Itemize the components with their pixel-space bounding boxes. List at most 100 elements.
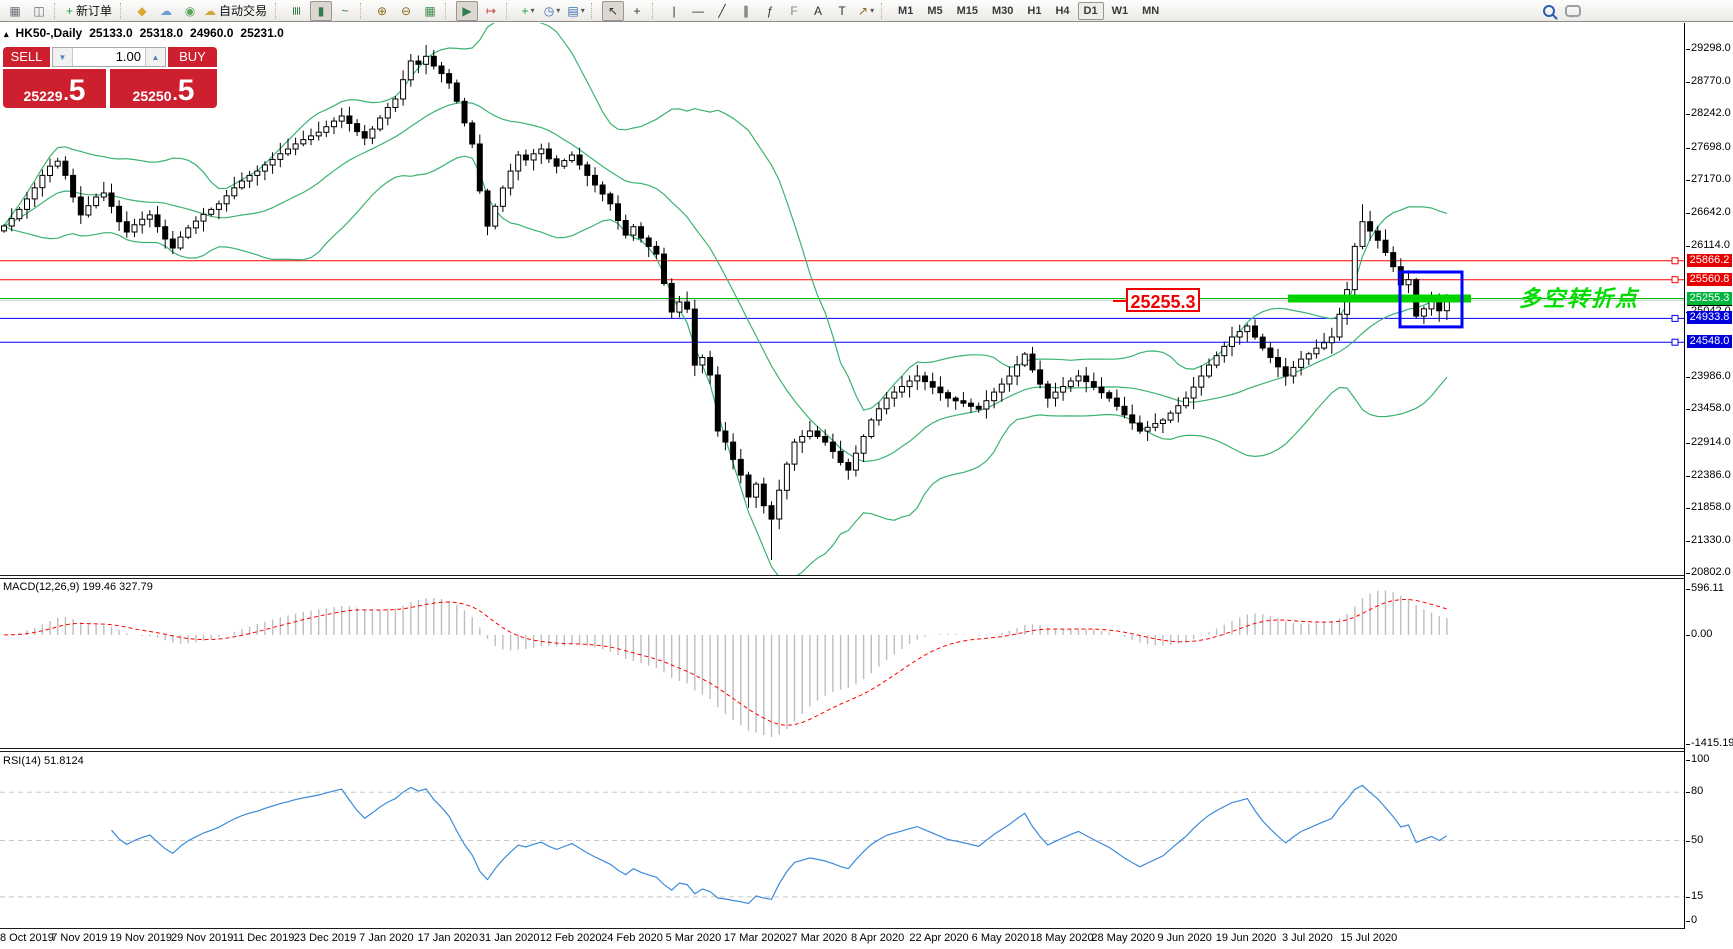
date-tick: 27 Mar 2020 (785, 932, 848, 944)
pane-splitter[interactable] (0, 748, 1733, 752)
cursor-button[interactable]: ↖ (602, 0, 625, 21)
price-tick: 27170.0 (1686, 173, 1731, 186)
signals-button[interactable]: ◉ (179, 1, 201, 21)
new-order-button[interactable]: + 新订单 (65, 1, 116, 21)
chevron-down-icon[interactable]: ▾ (556, 6, 561, 15)
timeframe-m1[interactable]: M1 (898, 4, 914, 17)
fibonacci-button[interactable]: ƒ (759, 1, 781, 21)
zoom-in-button[interactable]: ⊕ (371, 1, 393, 21)
timeframe-w1[interactable]: W1 (1111, 4, 1129, 17)
collapse-panel-icon[interactable]: ▴ (4, 29, 9, 39)
timeframe-d1[interactable]: D1 (1077, 1, 1104, 20)
bar-chart-button[interactable]: ≣ (286, 1, 308, 21)
auto-scroll-button[interactable]: ▶ (456, 0, 479, 21)
auto-scroll-icon: ▶ (462, 3, 472, 18)
navigator-button[interactable]: ◫ (28, 1, 50, 21)
symbol-period: HK50-,Daily (15, 26, 83, 40)
text-button[interactable]: A (807, 1, 829, 21)
rsi-tick: 100 (1685, 753, 1710, 765)
indicators-button[interactable]: + ▾ (517, 1, 539, 21)
line-chart-button[interactable]: ~ (334, 1, 356, 21)
toolbar-separator (652, 2, 659, 19)
text-icon: A (814, 3, 823, 18)
search-button[interactable] (1538, 1, 1560, 21)
candlestick-chart-button[interactable]: ▮ (310, 0, 333, 21)
line-chart-icon: ~ (341, 3, 349, 18)
price-tick: 21330.0 (1686, 533, 1731, 546)
date-axis[interactable]: 8 Oct 2019 7 Nov 2019 19 Nov 2019 29 Nov 20… (0, 929, 1733, 949)
periods-button[interactable]: ◷ ▾ (541, 1, 563, 21)
date-tick: 17 Mar 2020 (723, 932, 786, 944)
sell-button[interactable]: SELL (3, 47, 50, 67)
date-tick: 19 Nov 2019 (109, 932, 172, 944)
templates-icon: ▤ (567, 3, 579, 18)
market-watch-button[interactable]: ▦ (4, 1, 26, 21)
date-tick: 9 Jun 2020 (1157, 932, 1212, 944)
candlestick-chart-icon: ▮ (317, 3, 325, 18)
main-toolbar: ▦ ◫ + 新订单 ◆ ☁ ◉ ☁ 自动交易 ≣ ▮ ~ ⊕ ⊖ ▦ ▶ ↦ + ▾ ◷ ▾ ▤ ▾ ↖ + | — ╱ ∥ ƒ F A T ↗ ▾… (0, 0, 1733, 22)
date-tick: 7 Jan 2020 (359, 932, 414, 944)
price-line-label: 25560.8 (1687, 272, 1732, 286)
periods-icon: ◷ (543, 3, 555, 18)
price-line-label: 24548.0 (1687, 335, 1732, 349)
macd-tick: 596.11 (1686, 582, 1724, 594)
date-tick: 15 Jul 2020 (1340, 932, 1398, 944)
horizontal-line-button[interactable]: — (687, 1, 709, 21)
volume-value[interactable]: 1.00 (115, 49, 141, 64)
channel-button[interactable]: ∥ (735, 1, 757, 21)
chat-button[interactable] (1562, 1, 1584, 21)
timeframe-mn[interactable]: MN (1142, 4, 1160, 17)
volume-increase-button[interactable]: ▲ (145, 48, 165, 66)
horizontal-line-icon: — (692, 3, 705, 18)
price-chart-pane[interactable] (0, 23, 1684, 575)
rsi-pane[interactable] (0, 752, 1684, 928)
chevron-down-icon[interactable]: ▾ (870, 6, 875, 15)
text-label-button[interactable]: T (831, 1, 853, 21)
tile-windows-button[interactable]: ▦ (419, 1, 441, 21)
macd-pane[interactable] (0, 579, 1684, 748)
macd-indicator-label: MACD(12,26,9) 199.46 327.79 (3, 581, 153, 593)
metaeditor-button[interactable]: ◆ (131, 1, 153, 21)
new-order-icon: + (66, 3, 74, 18)
sell-price[interactable]: 25229. 5 (3, 69, 106, 108)
toolbar-separator (506, 2, 513, 19)
autotrading-icon: ☁ (204, 3, 217, 18)
buy-price[interactable]: 25250. 5 (110, 69, 217, 108)
toolbar-separator (591, 2, 598, 19)
pane-splitter[interactable] (0, 575, 1733, 579)
toolbar-separator (120, 2, 127, 19)
ohlc-low: 24960.0 (190, 26, 234, 40)
buy-price-main: 25250 (132, 88, 172, 104)
trendline-button[interactable]: ╱ (711, 1, 733, 21)
autotrading-button[interactable]: ☁ 自动交易 (203, 1, 271, 21)
timeframe-toolbar: M1 M5 M15 M30 H1 H4 D1 W1 MN (891, 0, 1166, 22)
price-tick: 23458.0 (1686, 402, 1731, 415)
crosshair-button[interactable]: + (626, 1, 648, 21)
timeframe-m5[interactable]: M5 (927, 4, 943, 17)
date-tick: 31 Jan 2020 (478, 932, 540, 944)
timeframe-h4[interactable]: H4 (1055, 4, 1070, 17)
ohlc-high: 25318.0 (139, 26, 184, 40)
timeframe-m30[interactable]: M30 (992, 4, 1014, 17)
cursor-icon: ↖ (608, 3, 619, 18)
timeframe-m15[interactable]: M15 (956, 4, 979, 17)
timeframe-h1[interactable]: H1 (1027, 4, 1042, 17)
buy-button[interactable]: BUY (168, 47, 217, 67)
chevron-down-icon[interactable]: ▾ (580, 6, 585, 15)
price-axis[interactable]: 29298.0 28770.0 28242.0 27698.0 27170.0 26642… (1684, 23, 1733, 929)
vertical-line-button[interactable]: | (663, 1, 685, 21)
trendline-icon: ╱ (718, 3, 726, 18)
templates-button[interactable]: ▤ ▾ (565, 1, 587, 21)
chart-shift-button[interactable]: ↦ (480, 1, 502, 21)
chevron-down-icon[interactable]: ▾ (530, 6, 535, 15)
toolbar-separator (54, 2, 61, 19)
price-line-label: 25866.2 (1687, 253, 1732, 267)
zoom-out-icon: ⊖ (401, 3, 412, 18)
fibo-grid-button[interactable]: F (783, 1, 805, 21)
zoom-out-button[interactable]: ⊖ (395, 1, 417, 21)
arrows-button[interactable]: ↗ ▾ (855, 1, 877, 21)
date-tick: 28 May 2020 (1091, 932, 1155, 944)
volume-decrease-button[interactable]: ▼ (53, 48, 73, 66)
community-button[interactable]: ☁ (155, 1, 177, 21)
search-icon (1543, 4, 1555, 17)
